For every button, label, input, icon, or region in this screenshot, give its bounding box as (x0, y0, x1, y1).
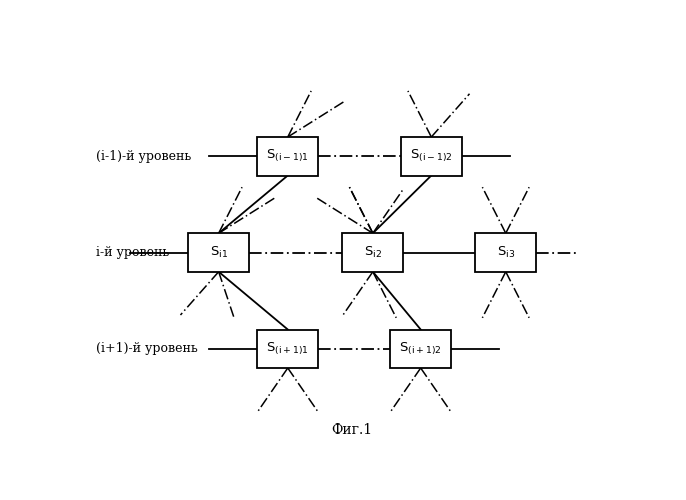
Bar (390, 330, 451, 368)
Text: $\mathrm{S_{(i+1)2}}$: $\mathrm{S_{(i+1)2}}$ (399, 340, 442, 357)
Text: (i+1)-й уровень: (i+1)-й уровень (96, 342, 198, 355)
Bar (342, 233, 403, 272)
Bar (475, 233, 536, 272)
Text: $\mathrm{S_{i3}}$: $\mathrm{S_{i3}}$ (497, 245, 515, 260)
Text: i-й уровень: i-й уровень (96, 246, 169, 259)
Text: $\mathrm{S_{i2}}$: $\mathrm{S_{i2}}$ (364, 245, 382, 260)
Text: Фиг.1: Фиг.1 (331, 424, 372, 438)
Text: $\mathrm{S_{(i+1)1}}$: $\mathrm{S_{(i+1)1}}$ (266, 340, 309, 357)
Text: $\mathrm{S_{(i-1)2}}$: $\mathrm{S_{(i-1)2}}$ (410, 148, 453, 164)
Bar (257, 330, 318, 368)
Bar (188, 233, 249, 272)
Bar (401, 137, 462, 175)
Text: (i-1)-й уровень: (i-1)-й уровень (96, 150, 191, 163)
Bar (257, 137, 318, 175)
Text: $\mathrm{S_{i1}}$: $\mathrm{S_{i1}}$ (210, 245, 228, 260)
Text: $\mathrm{S_{(i-1)1}}$: $\mathrm{S_{(i-1)1}}$ (266, 148, 309, 164)
